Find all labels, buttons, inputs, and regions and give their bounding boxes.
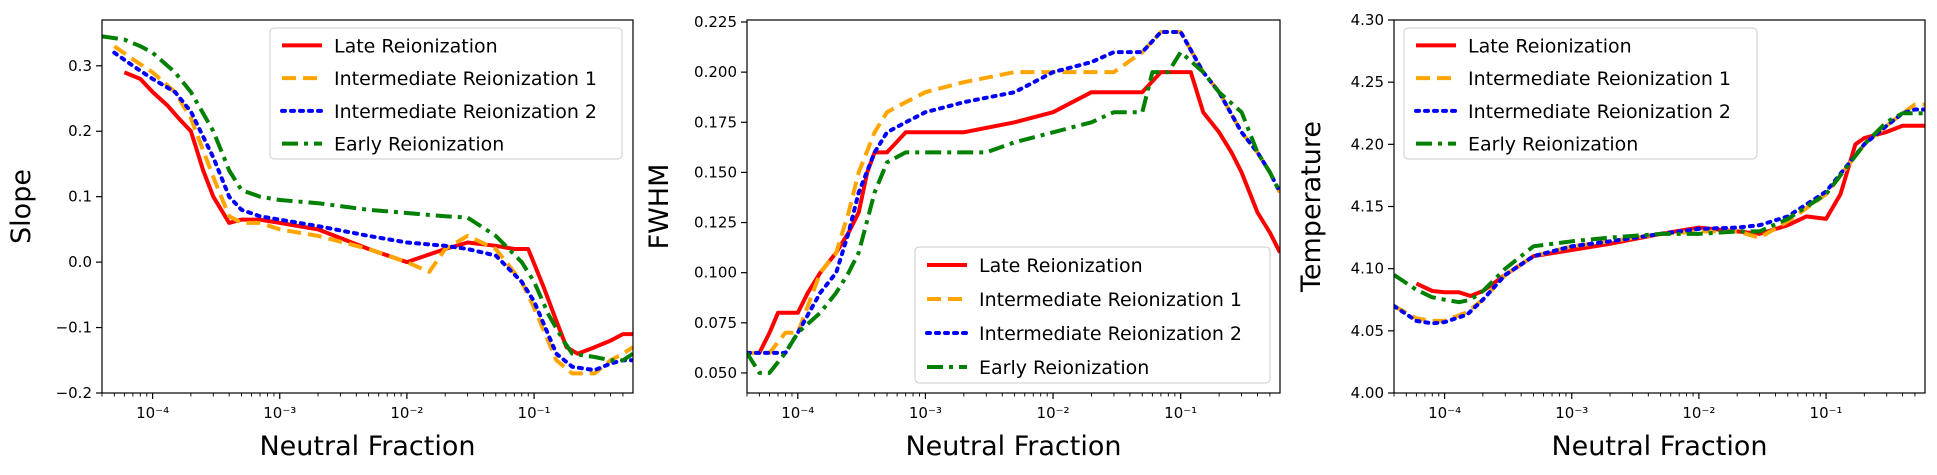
legend-label: Intermediate Reionization 1 — [979, 289, 1242, 311]
x-tick-label: 10⁻⁴ — [1428, 404, 1461, 422]
series-line-early — [1394, 111, 1925, 305]
y-tick-label: 4.25 — [1351, 73, 1384, 91]
legend: Late Reionization Intermediate Reionizati… — [914, 246, 1271, 384]
y-axis-label: Temperature — [1296, 121, 1327, 293]
legend-label: Intermediate Reionization 2 — [1468, 101, 1731, 123]
legend-box — [1403, 27, 1758, 160]
chart-panel-2: 0.050 0.075 0.100 0.125 0.150 0.175 0.200 0.225… — [644, 13, 1281, 462]
axes-frame — [101, 19, 634, 394]
y-tick-label: 4.05 — [1351, 322, 1384, 340]
y-tick-label: 4.30 — [1351, 11, 1384, 29]
legend: Late Reionization Intermediate Reionizati… — [269, 27, 623, 160]
x-tick-label: 10⁻¹ — [1164, 404, 1197, 422]
x-tick-label: 10⁻¹ — [518, 404, 551, 422]
x-axis-label: Neutral Fraction — [1551, 431, 1767, 462]
y-axis-label: FWHM — [644, 164, 675, 250]
x-tick-label: 10⁻³ — [909, 404, 942, 422]
legend-label: Intermediate Reionization 2 — [979, 323, 1242, 345]
x-axis-label: Neutral Fraction — [905, 431, 1121, 462]
x-tick-label: 10⁻² — [390, 404, 423, 422]
chart-panel-1: −0.2 −0.1 0.0 0.1 0.2 0.3 10⁻⁴ 10⁻³ 10⁻² 10⁻¹ Neut… — [6, 19, 634, 462]
legend-label: Early Reionization — [979, 357, 1149, 379]
y-tick-label: 0.1 — [68, 188, 92, 206]
y-tick-label: 4.00 — [1351, 384, 1384, 402]
x-tick-label: 10⁻⁴ — [136, 404, 169, 422]
y-tick-label: −0.2 — [56, 384, 92, 402]
chart-panel-3: 4.00 4.05 4.10 4.15 4.20 4.25 4.30 10⁻⁴ 10⁻³ 10⁻²… — [1296, 11, 1926, 462]
series-group — [102, 34, 633, 376]
axes-frame — [746, 19, 1281, 394]
legend-label: Late Reionization — [1468, 35, 1632, 57]
y-axis-label: Slope — [6, 169, 37, 244]
x-tick-label: 10⁻² — [1037, 404, 1070, 422]
legend-label: Early Reionization — [334, 134, 504, 156]
series-group — [747, 30, 1280, 375]
y-tick-label: 0.050 — [694, 364, 737, 382]
x-tick-label: 10⁻² — [1682, 404, 1715, 422]
y-tick-label: 4.10 — [1351, 260, 1384, 278]
y-tick-label: 0.075 — [694, 314, 737, 332]
series-line-early — [747, 50, 1280, 375]
series-line-int2 — [112, 50, 633, 373]
legend-label: Intermediate Reionization 2 — [334, 101, 597, 123]
legend-label: Late Reionization — [979, 255, 1143, 277]
y-tick-label: 0.125 — [694, 214, 737, 232]
x-tick-label: 10⁻¹ — [1810, 404, 1843, 422]
panels: −0.2 −0.1 0.0 0.1 0.2 0.3 10⁻⁴ 10⁻³ 10⁻² 10⁻¹ Neut… — [6, 11, 1926, 462]
x-tick-label: 10⁻³ — [263, 404, 296, 422]
legend-box — [269, 27, 623, 160]
y-tick-label: 0.2 — [68, 122, 92, 140]
legend-label: Late Reionization — [334, 35, 498, 57]
y-tick-label: 4.20 — [1351, 135, 1384, 153]
y-tick-label: 0.100 — [694, 264, 737, 282]
y-tick-label: 0.0 — [68, 253, 92, 271]
legend-label: Intermediate Reionization 1 — [334, 68, 597, 90]
series-line-late — [757, 70, 1280, 354]
legend-label: Intermediate Reionization 1 — [1468, 68, 1731, 90]
legend-box — [914, 246, 1271, 384]
y-tick-label: 0.200 — [694, 63, 737, 81]
series-group — [1394, 102, 1925, 326]
y-tick-label: 0.225 — [694, 13, 737, 31]
y-tick-label: 0.3 — [68, 57, 92, 75]
y-tick-label: −0.1 — [56, 319, 92, 337]
y-tick-label: 4.15 — [1351, 198, 1384, 216]
x-axis-label: Neutral Fraction — [259, 431, 475, 462]
y-tick-label: 0.175 — [694, 113, 737, 131]
series-line-int1 — [113, 44, 633, 376]
y-tick-label: 0.150 — [694, 163, 737, 181]
legend-label: Early Reionization — [1468, 134, 1638, 156]
x-tick-label: 10⁻³ — [1555, 404, 1588, 422]
series-line-early — [102, 34, 633, 363]
x-tick-label: 10⁻⁴ — [781, 404, 814, 422]
legend: Late Reionization Intermediate Reionizati… — [1403, 27, 1758, 160]
